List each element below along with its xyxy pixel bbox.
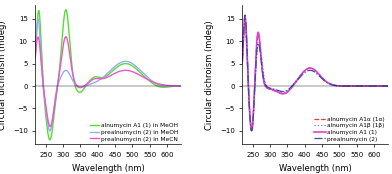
X-axis label: Wavelength (nm): Wavelength (nm) — [72, 164, 145, 173]
X-axis label: Wavelength (nm): Wavelength (nm) — [279, 164, 352, 173]
Y-axis label: Circular dichroism (mdeg): Circular dichroism (mdeg) — [0, 20, 7, 130]
Legend: alnumycin A1α (1α), alnumycin A1β (1β), alnumycin A1 (1), prealnumycin (2): alnumycin A1α (1α), alnumycin A1β (1β), … — [314, 117, 385, 141]
Legend: alnumycin A1 (1) in MeOH, prealnumycin (2) in MeOH, prealnumycin (2) in MeCN: alnumycin A1 (1) in MeOH, prealnumycin (… — [90, 123, 178, 141]
Y-axis label: Circular dichroism (mdeg): Circular dichroism (mdeg) — [205, 20, 214, 130]
